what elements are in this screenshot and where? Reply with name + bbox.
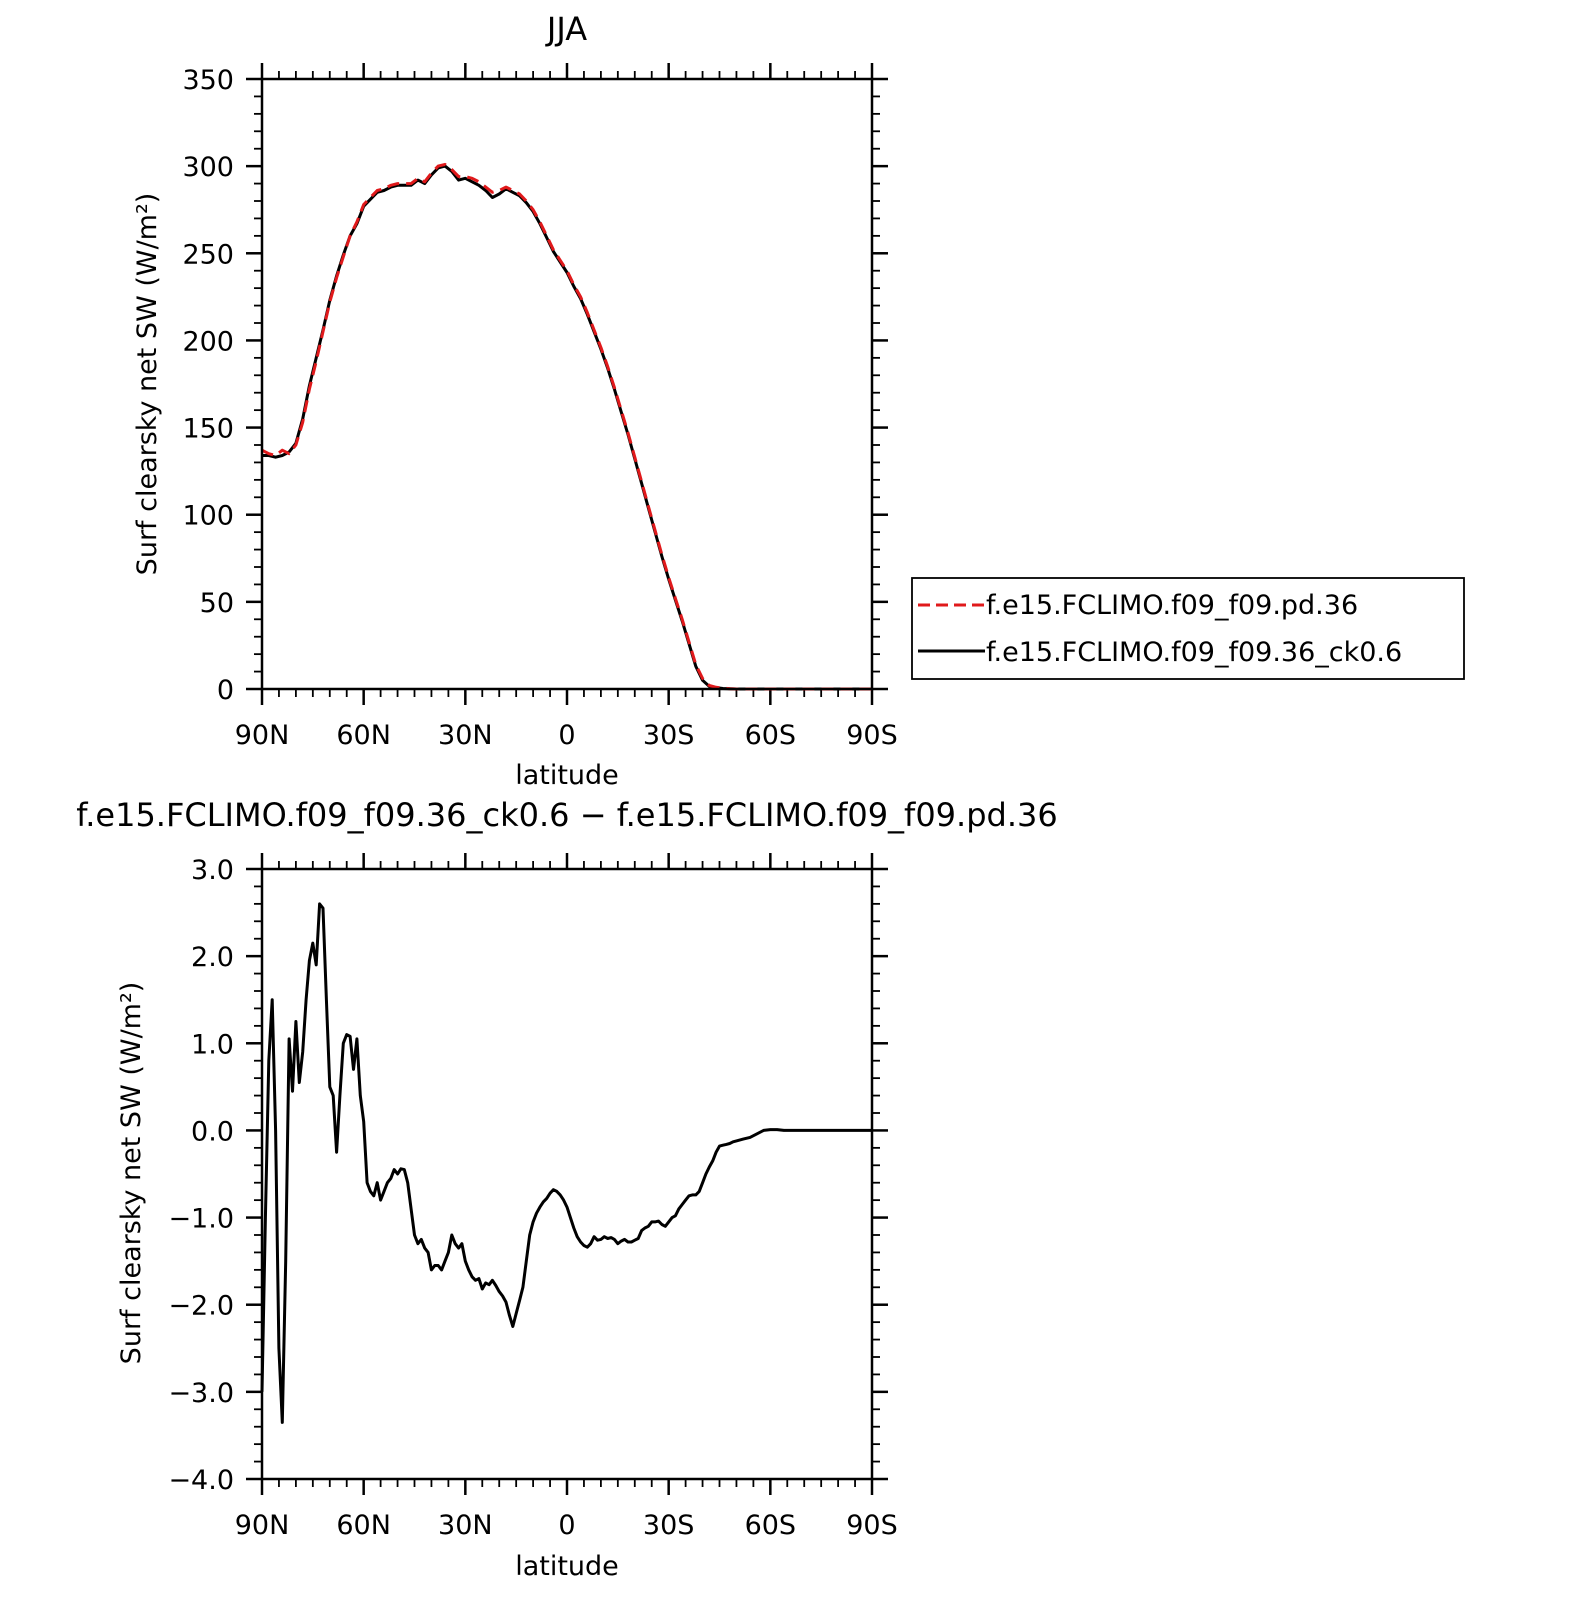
top-chart-y-axis-label: Surf clearsky net SW (W/m²) (132, 193, 163, 576)
y-tick-label: 300 (182, 152, 234, 183)
x-tick-label: 90N (235, 1510, 290, 1541)
y-tick-label: 100 (182, 501, 234, 532)
legend-box (911, 577, 1465, 680)
y-tick-label: 3.0 (191, 855, 234, 886)
y-tick-label: 2.0 (191, 942, 234, 973)
x-tick-label: 30N (438, 720, 493, 751)
y-tick-label: 150 (182, 414, 234, 445)
x-tick-label: 30S (643, 720, 695, 751)
bottom-chart-y-tick-labels: −4.0 −3.0 −2.0 −1.0 0.0 1.0 2.0 3.0 (168, 855, 234, 1496)
bottom-chart-y-axis-label: Surf clearsky net SW (W/m²) (116, 982, 147, 1365)
y-tick-label: −4.0 (168, 1465, 234, 1496)
top-chart-ticks (246, 63, 888, 705)
series-line-1 (262, 164, 872, 691)
x-tick-label: 30N (438, 1510, 493, 1541)
top-chart: JJA Surf clearsky net SW (W/m²) latitude… (132, 10, 898, 791)
y-tick-label: 1.0 (191, 1029, 234, 1060)
series-line-0 (260, 902, 872, 1424)
y-tick-label: 250 (182, 239, 234, 270)
series-line-0 (261, 162, 872, 691)
y-tick-label: −2.0 (168, 1291, 234, 1322)
bottom-chart-x-axis-label: latitude (515, 1551, 619, 1582)
x-tick-label: 60N (336, 1510, 391, 1541)
y-tick-label: −1.0 (168, 1204, 234, 1235)
y-tick-label: −3.0 (168, 1378, 234, 1409)
y-tick-label: 50 (200, 588, 234, 619)
x-tick-label: 60S (745, 720, 797, 751)
x-tick-label: 0 (558, 1510, 575, 1541)
bottom-chart-frame (260, 867, 874, 1481)
y-tick-label: 200 (182, 326, 234, 357)
bottom-chart-x-tick-labels: 90N 60N 30N 0 30S 60S 90S (235, 1510, 898, 1541)
x-tick-label: 90S (846, 720, 898, 751)
legend: f.e15.FCLIMO.f09_f09.pd.36 f.e15.FCLIMO.… (911, 577, 1465, 680)
bottom-chart: f.e15.FCLIMO.f09_f09.36_ck0.6 − f.e15.FC… (76, 796, 1057, 1582)
top-chart-x-tick-labels: 90N 60N 30N 0 30S 60S 90S (235, 720, 898, 751)
x-tick-label: 60N (336, 720, 391, 751)
top-chart-x-axis-label: latitude (515, 760, 619, 791)
bottom-chart-series-lines (260, 902, 872, 1424)
bottom-chart-ticks (246, 853, 888, 1495)
top-chart-frame (260, 77, 874, 691)
x-tick-label: 0 (558, 720, 575, 751)
top-chart-title: JJA (545, 10, 587, 48)
legend-entry-ck06: f.e15.FCLIMO.f09_f09.36_ck0.6 (986, 637, 1402, 668)
x-tick-label: 90N (235, 720, 290, 751)
bottom-chart-title: f.e15.FCLIMO.f09_f09.36_ck0.6 − f.e15.FC… (76, 796, 1057, 834)
y-tick-label: 0.0 (191, 1116, 234, 1147)
x-tick-label: 90S (846, 1510, 898, 1541)
x-tick-label: 60S (745, 1510, 797, 1541)
x-tick-label: 30S (643, 1510, 695, 1541)
top-chart-y-tick-labels: 0 50 100 150 200 250 300 350 (182, 65, 234, 706)
top-chart-series-lines (261, 162, 872, 691)
legend-entry-pd36: f.e15.FCLIMO.f09_f09.pd.36 (986, 590, 1358, 621)
y-tick-label: 350 (182, 65, 234, 96)
y-tick-label: 0 (217, 675, 234, 706)
